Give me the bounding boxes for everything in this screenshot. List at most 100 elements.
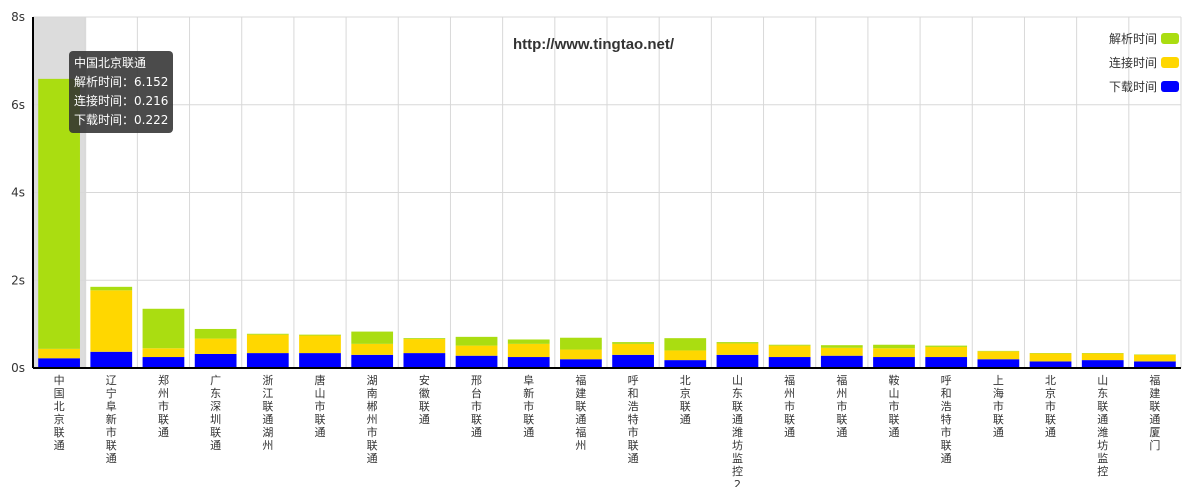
bar-segment-parse xyxy=(664,338,707,351)
x-tick-label: 福建联通福州 xyxy=(575,373,586,452)
bar-segment-parse xyxy=(194,328,237,339)
x-tick-label: 邢台市联通 xyxy=(471,374,482,439)
tooltip: 中国北京联通 解析时间：6.152 连接时间：0.216 下载时间：0.222 xyxy=(69,51,174,133)
bar-segment-parse xyxy=(90,286,133,291)
bar-segment-download xyxy=(977,359,1020,368)
bar-segment-connect xyxy=(873,348,915,358)
bar-segment-parse xyxy=(925,345,968,347)
bar-segment-connect xyxy=(768,345,811,358)
bar-segment-connect xyxy=(142,348,185,358)
bar-segment-download xyxy=(403,353,446,368)
x-tick-label: 北京市联通 xyxy=(1045,374,1056,439)
y-tick-label: 8s xyxy=(11,10,25,24)
x-tick-label: 福建联通厦门 xyxy=(1149,373,1160,452)
bar-segment-connect xyxy=(1029,353,1072,362)
x-tick-label: 呼和浩特市联通 xyxy=(628,374,639,465)
bar-segment-download xyxy=(299,353,341,368)
bar-segment-download xyxy=(90,351,133,368)
bar-segment-connect xyxy=(299,335,341,354)
x-tick-label: 郑州市联通 xyxy=(158,373,169,439)
bar-segment-download xyxy=(142,357,185,368)
bar-segment-connect xyxy=(38,348,80,359)
tooltip-line-parse: 解析时间：6.152 xyxy=(74,75,169,89)
x-tick-label: 辽宁阜新市联通 xyxy=(106,374,117,465)
x-tick-label: 北京联通 xyxy=(680,374,691,426)
bar-segment-parse xyxy=(560,337,602,350)
x-tick-label: 唐山市联通 xyxy=(315,373,326,439)
x-tick-label: 福州市联通 xyxy=(836,373,847,439)
bar-segment-download xyxy=(1134,361,1176,368)
y-tick-label: 2s xyxy=(11,273,25,287)
x-tick-label: 阜新市联通 xyxy=(523,374,534,439)
bar-segment-connect xyxy=(664,350,707,361)
bar-segment-connect xyxy=(507,343,550,358)
bar-segment-download xyxy=(246,353,289,368)
bar-segment-download xyxy=(1029,361,1072,368)
x-tick-label: 鞍山市联通 xyxy=(889,373,900,439)
bar-segment-connect xyxy=(455,345,498,356)
x-tick-label: 广东深圳联通 xyxy=(210,374,221,452)
bar-segment-download xyxy=(612,354,654,368)
legend-swatch-connect xyxy=(1161,56,1179,68)
bar-segment-download xyxy=(1081,360,1124,368)
watermark-url: http://www.tingtao.net/ xyxy=(512,36,675,53)
bar-segment-download xyxy=(194,353,237,368)
tooltip-title: 中国北京联通 xyxy=(74,56,147,70)
bar-segment-connect xyxy=(560,349,602,360)
x-tick-label: 浙江联通湖州 xyxy=(262,374,273,452)
x-tick-label: 呼和浩特市联通 xyxy=(941,374,952,465)
bar-segment-download xyxy=(664,360,707,368)
bar-segment-parse xyxy=(716,342,759,344)
bar-segment-connect xyxy=(925,346,968,358)
y-tick-label: 6s xyxy=(11,98,25,112)
bar-segment-download xyxy=(925,357,968,368)
x-tick-label: 上海市联通 xyxy=(993,374,1004,439)
legend-label-connect: 连接时间 xyxy=(1108,55,1157,70)
bar-segment-connect xyxy=(1134,354,1176,362)
bar-segment-connect xyxy=(351,343,394,355)
bar-segment-download xyxy=(873,357,915,368)
bar-segment-download xyxy=(455,355,498,368)
x-tick-label: 福州市联通 xyxy=(784,373,795,439)
bar-segment-parse xyxy=(351,331,394,344)
legend: 解析时间 连接时间 下载时间 xyxy=(1109,26,1179,98)
x-tick-label: 山东联通潍坊监控 2 xyxy=(732,374,743,487)
bar-segment-connect xyxy=(1081,353,1124,361)
bar-segment-connect xyxy=(90,290,133,352)
legend-label-download: 下载时间 xyxy=(1108,79,1157,94)
x-tick-label: 山东联通潍坊监控 xyxy=(1097,374,1108,478)
legend-swatch-parse xyxy=(1161,32,1179,44)
bar-segment-parse xyxy=(612,342,654,344)
bar-segment-download xyxy=(507,357,550,368)
bar-segment-parse xyxy=(246,333,289,335)
bar-segment-download xyxy=(716,354,759,368)
x-tick-label: 安徽联通 xyxy=(419,373,430,426)
bar-segment-download xyxy=(820,355,863,368)
bar-segment-connect xyxy=(246,334,289,354)
bar-segment-download xyxy=(560,359,602,368)
tooltip-line-connect: 连接时间：0.216 xyxy=(74,94,169,108)
bar-segment-parse xyxy=(403,338,446,340)
legend-item-parse[interactable]: 解析时间 xyxy=(1109,26,1179,50)
bar-segment-parse xyxy=(455,336,498,346)
legend-item-connect[interactable]: 连接时间 xyxy=(1109,50,1179,74)
bar-segment-download xyxy=(351,354,394,368)
bar-segment-connect xyxy=(977,351,1020,360)
bar-segment-download xyxy=(38,358,80,368)
x-tick-label: 湖南郴州市联通 xyxy=(367,374,378,465)
bar-segment-connect xyxy=(403,339,446,354)
bar-segment-parse xyxy=(142,308,185,349)
bar-segment-connect xyxy=(612,343,654,355)
legend-label-parse: 解析时间 xyxy=(1108,31,1157,46)
bar-segment-connect xyxy=(194,338,237,354)
x-tick-label: 中国北京联通 xyxy=(54,374,65,452)
y-tick-label: 0s xyxy=(11,361,25,375)
legend-swatch-download xyxy=(1161,80,1179,92)
bar-segment-parse xyxy=(820,345,863,348)
legend-item-download[interactable]: 下载时间 xyxy=(1109,74,1179,98)
bar-segment-connect xyxy=(820,347,863,356)
bar-segment-parse xyxy=(507,339,550,344)
bar-segment-parse xyxy=(873,344,915,349)
bar-segment-parse xyxy=(768,344,811,346)
